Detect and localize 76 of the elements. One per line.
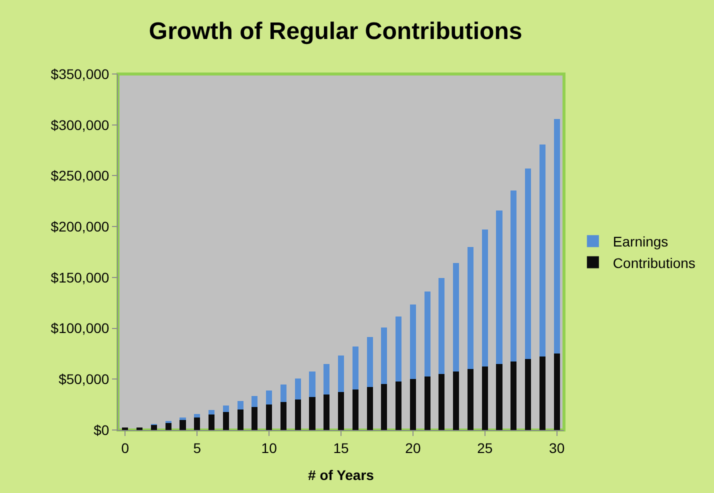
bar [237, 401, 244, 410]
bar [381, 327, 388, 384]
bar [180, 420, 186, 430]
x-tick-label: 15 [333, 440, 349, 456]
legend-label: Contributions [612, 254, 696, 271]
bar [324, 364, 330, 394]
bar [438, 278, 445, 374]
bar [539, 144, 546, 356]
bar [338, 392, 344, 430]
bar [482, 230, 488, 366]
bar [366, 337, 373, 387]
y-tick-label: $350,000 [50, 66, 110, 82]
x-tick-label: 25 [477, 440, 493, 456]
bar [424, 292, 430, 377]
bar [554, 354, 560, 430]
x-axis-title: # of Years [308, 467, 374, 484]
bar [122, 427, 128, 430]
bar [381, 384, 388, 430]
bar [410, 304, 416, 380]
x-tick-label: 30 [549, 440, 565, 456]
bar [525, 358, 532, 430]
bar [554, 119, 560, 354]
bar [294, 378, 301, 400]
y-tick-label: $300,000 [50, 116, 110, 133]
bar [309, 371, 316, 397]
bar [510, 190, 517, 362]
bar [453, 372, 460, 430]
bar [539, 356, 546, 430]
y-tick-label: $0 [94, 422, 110, 438]
bar [309, 396, 316, 430]
bar [252, 396, 258, 408]
bar [453, 262, 460, 372]
bar [352, 346, 358, 390]
bar [352, 389, 358, 430]
y-tick-label: $150,000 [50, 269, 110, 286]
bar [222, 412, 229, 430]
x-tick-label: 0 [121, 440, 130, 456]
bar [467, 368, 474, 430]
bar [424, 376, 430, 430]
bar [438, 374, 445, 430]
bar [194, 417, 200, 430]
bar [366, 386, 373, 430]
bar [324, 394, 330, 430]
bar [396, 316, 402, 382]
bar [252, 407, 258, 430]
bar [150, 424, 157, 430]
bar [525, 168, 532, 359]
bar [482, 366, 488, 430]
y-tick-label: $250,000 [50, 168, 110, 184]
bar [294, 399, 301, 430]
bar [165, 422, 172, 430]
bar [266, 404, 272, 430]
bar [396, 382, 402, 430]
bar [208, 410, 215, 415]
bar [222, 406, 229, 412]
x-tick-label: 20 [405, 440, 421, 456]
bar [237, 410, 244, 430]
bar [510, 361, 517, 430]
x-tick-label: 10 [261, 440, 278, 456]
y-tick-label: $100,000 [50, 320, 110, 336]
chart-title: Growth of Regular Contributions [148, 18, 522, 45]
bar [194, 414, 200, 418]
bar [266, 390, 272, 405]
bar [136, 427, 143, 430]
y-tick-label: $50,000 [58, 371, 110, 388]
bar [280, 384, 286, 402]
y-tick-label: $200,000 [50, 218, 110, 234]
legend-label: Earnings [612, 234, 668, 250]
x-tick-label: 5 [193, 440, 202, 456]
bar [496, 210, 502, 364]
bar [280, 402, 286, 430]
bar [410, 379, 416, 430]
bar [496, 364, 502, 430]
bar [208, 414, 215, 430]
bar [338, 355, 344, 392]
bar [467, 246, 474, 369]
